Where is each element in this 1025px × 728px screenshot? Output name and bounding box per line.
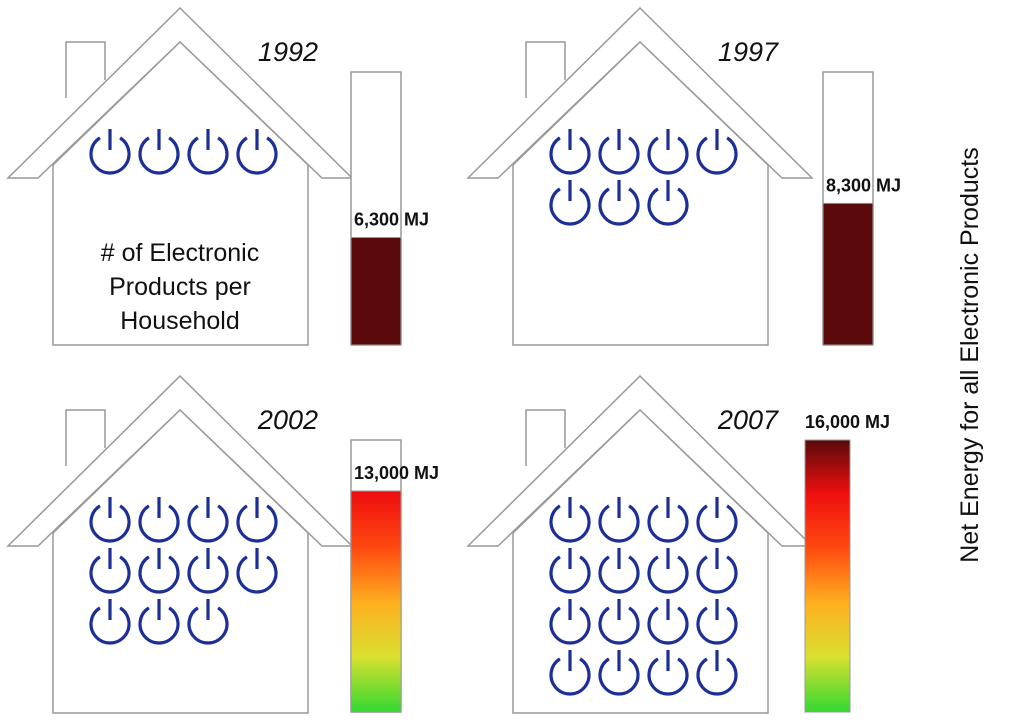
house-chimney	[525, 41, 566, 98]
power-icon	[696, 497, 738, 543]
power-icon	[187, 599, 229, 645]
power-icon	[549, 129, 591, 175]
power-icon	[696, 129, 738, 175]
house-chimney	[65, 41, 106, 98]
power-icon	[187, 129, 229, 175]
year-label: 2007	[717, 405, 779, 435]
house-body	[52, 40, 309, 346]
power-icon	[696, 599, 738, 645]
house-panel-2002: 2002 13,000 MJ	[6, 374, 439, 714]
power-icon	[647, 650, 689, 696]
power-icon	[187, 497, 229, 543]
power-icon	[236, 129, 278, 175]
power-icon	[598, 650, 640, 696]
power-icon	[647, 129, 689, 175]
value-label: 16,000 MJ	[805, 412, 890, 432]
house-panel-1992: 1992 # of Electronic Products per Household…	[6, 6, 429, 346]
power-icon	[549, 497, 591, 543]
value-label: 8,300 MJ	[826, 175, 901, 195]
power-icon	[598, 497, 640, 543]
power-icon	[549, 548, 591, 594]
power-icon	[138, 599, 180, 645]
energy-bar	[822, 202, 874, 346]
house-caption-line: # of Electronic	[101, 239, 259, 267]
year-label: 2002	[257, 405, 318, 435]
power-icon	[89, 548, 131, 594]
power-icon	[236, 548, 278, 594]
year-label: 1992	[258, 37, 318, 67]
power-icon	[236, 497, 278, 543]
power-icon	[598, 129, 640, 175]
power-icon	[647, 180, 689, 226]
power-icon	[187, 548, 229, 594]
power-icon	[549, 650, 591, 696]
value-label: 6,300 MJ	[354, 210, 429, 230]
value-label: 13,000 MJ	[354, 463, 439, 483]
house-panel-2007: 2007 16,000 MJ	[466, 374, 890, 714]
house-panel-1997: 1997 8,300 MJ	[466, 6, 901, 346]
house-body	[512, 40, 769, 346]
power-icon	[696, 548, 738, 594]
energy-bar	[350, 237, 402, 346]
power-icon	[138, 497, 180, 543]
power-icon	[138, 129, 180, 175]
house-caption-line: Products per	[109, 273, 251, 301]
power-icon	[647, 497, 689, 543]
power-icon	[549, 599, 591, 645]
power-icon	[598, 599, 640, 645]
y-axis-title: Net Energy for all Electronic Products	[956, 147, 984, 562]
house-caption-line: Household	[120, 307, 240, 335]
power-icon	[89, 129, 131, 175]
power-icon	[696, 650, 738, 696]
house-chimney	[65, 409, 106, 466]
power-icon	[89, 497, 131, 543]
power-icon	[549, 180, 591, 226]
power-icon	[647, 599, 689, 645]
power-icon	[138, 548, 180, 594]
energy-bar	[350, 490, 402, 713]
energy-bar	[804, 439, 851, 713]
power-icon	[89, 599, 131, 645]
house-body	[52, 408, 309, 714]
house-chimney	[525, 409, 566, 466]
power-icon	[598, 180, 640, 226]
year-label: 1997	[718, 37, 779, 67]
power-icon	[598, 548, 640, 594]
power-icon	[647, 548, 689, 594]
